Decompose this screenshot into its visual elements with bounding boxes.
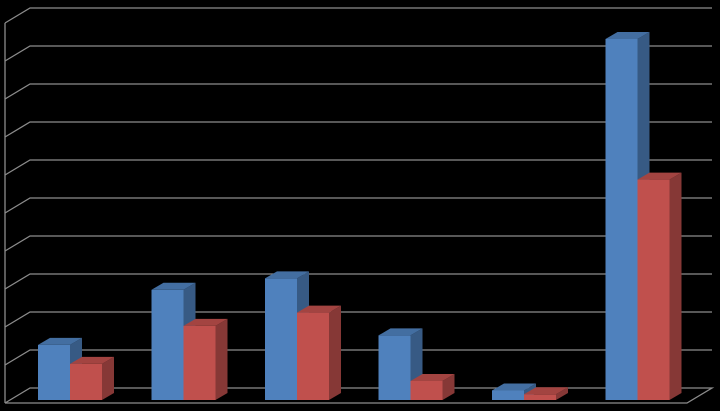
bar-side (442, 374, 455, 400)
bar-top (265, 271, 309, 279)
bar-top (492, 383, 536, 391)
bar-front (70, 363, 102, 400)
grid-line (4, 235, 712, 252)
grid-line (4, 273, 712, 290)
bar-front (378, 335, 411, 400)
bar-top (524, 387, 568, 395)
bar-top (38, 337, 82, 345)
bar-top (151, 282, 196, 290)
bar-side (102, 356, 114, 400)
grid-line (4, 387, 715, 404)
bar-front (183, 325, 216, 400)
bar-front (637, 179, 670, 400)
grid-line (4, 45, 712, 62)
bar-top (637, 172, 682, 180)
bar-top (70, 356, 114, 364)
bar-front (492, 390, 524, 400)
bar-side (215, 318, 228, 400)
bar-front (410, 381, 443, 400)
bar-front (265, 278, 297, 400)
grid-line (4, 7, 712, 24)
bar-front (605, 39, 638, 400)
bar-side (329, 305, 341, 400)
bar-front (524, 394, 556, 400)
bar-top (183, 318, 228, 326)
bar-top (605, 32, 650, 39)
bar-side (556, 387, 568, 400)
bar-side (669, 172, 682, 400)
grid-line (4, 349, 712, 366)
grid-line (4, 159, 712, 176)
grid-line (4, 121, 712, 138)
bar-top (378, 328, 423, 336)
bar-top (410, 374, 455, 381)
bar-front (38, 344, 70, 400)
bar-top (297, 305, 341, 313)
bar-front (151, 289, 184, 400)
grid-line (4, 197, 712, 214)
grid-line (4, 83, 712, 100)
grid-line (4, 311, 712, 328)
bar-front (297, 312, 329, 400)
